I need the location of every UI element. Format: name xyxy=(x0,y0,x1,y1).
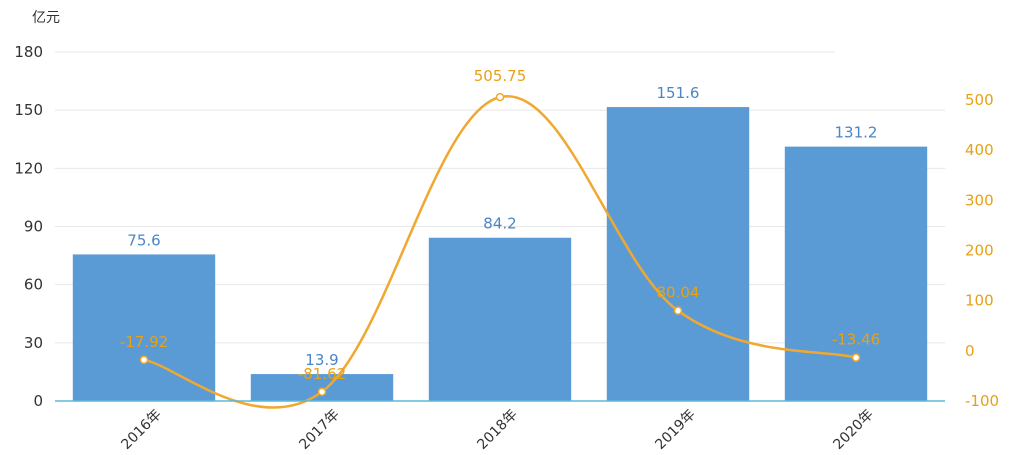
line-value-label: 505.75 xyxy=(474,67,527,85)
right-tick-label: 100 xyxy=(965,292,994,310)
left-tick-label: 150 xyxy=(14,101,43,119)
category-label: 2020年 xyxy=(830,407,876,453)
right-tick-label: 400 xyxy=(965,141,994,159)
category-label: 2017年 xyxy=(296,407,342,453)
line-value-label: 80.04 xyxy=(657,284,700,302)
bar-series xyxy=(72,107,928,401)
left-tick-label: 60 xyxy=(24,276,43,294)
line-point xyxy=(495,92,505,102)
left-axis: 亿元 0 30 60 90 120 150 180 xyxy=(14,10,60,410)
bar-value-label: 84.2 xyxy=(483,215,516,233)
bar xyxy=(428,237,572,401)
left-axis-unit: 亿元 xyxy=(32,10,60,26)
bar-value-label: 131.2 xyxy=(835,124,878,142)
right-tick-label: 500 xyxy=(965,91,994,109)
line-point xyxy=(673,306,683,315)
line-point xyxy=(851,353,861,362)
right-tick-label: 300 xyxy=(965,191,994,209)
category-label: 2018年 xyxy=(474,407,520,453)
left-tick-label: 30 xyxy=(24,334,43,352)
right-tick-label: -100 xyxy=(965,392,999,410)
x-axis: 2016年 2017年 2018年 2019年 2020年 xyxy=(55,400,945,453)
category-label: 2019年 xyxy=(652,407,698,453)
bar-value-label: 13.9 xyxy=(305,351,338,369)
line-series xyxy=(139,92,861,409)
bar xyxy=(250,374,394,401)
right-axis: -100 0 100 200 300 400 500 xyxy=(965,91,999,410)
category-label: 2016年 xyxy=(118,407,164,453)
right-tick-label: 0 xyxy=(965,342,975,360)
data-labels: 75.6 13.9 84.2 151.6 131.2 -17.92 -81.62 505.75… xyxy=(120,67,880,383)
left-tick-label: 90 xyxy=(24,218,43,236)
bar-value-label: 151.6 xyxy=(657,84,700,102)
bar xyxy=(784,146,928,401)
line-value-label: -17.92 xyxy=(120,333,168,351)
bar xyxy=(606,107,750,401)
left-tick-label: 180 xyxy=(14,43,43,61)
line-value-label: -13.46 xyxy=(832,331,880,349)
left-tick-label: 0 xyxy=(33,392,43,410)
right-tick-label: 200 xyxy=(965,242,994,260)
line-point xyxy=(139,355,149,365)
line-point xyxy=(317,387,327,397)
bar-value-label: 75.6 xyxy=(127,231,160,249)
left-tick-label: 120 xyxy=(14,159,43,177)
line-value-label: -81.62 xyxy=(298,365,346,383)
bar xyxy=(72,254,216,401)
